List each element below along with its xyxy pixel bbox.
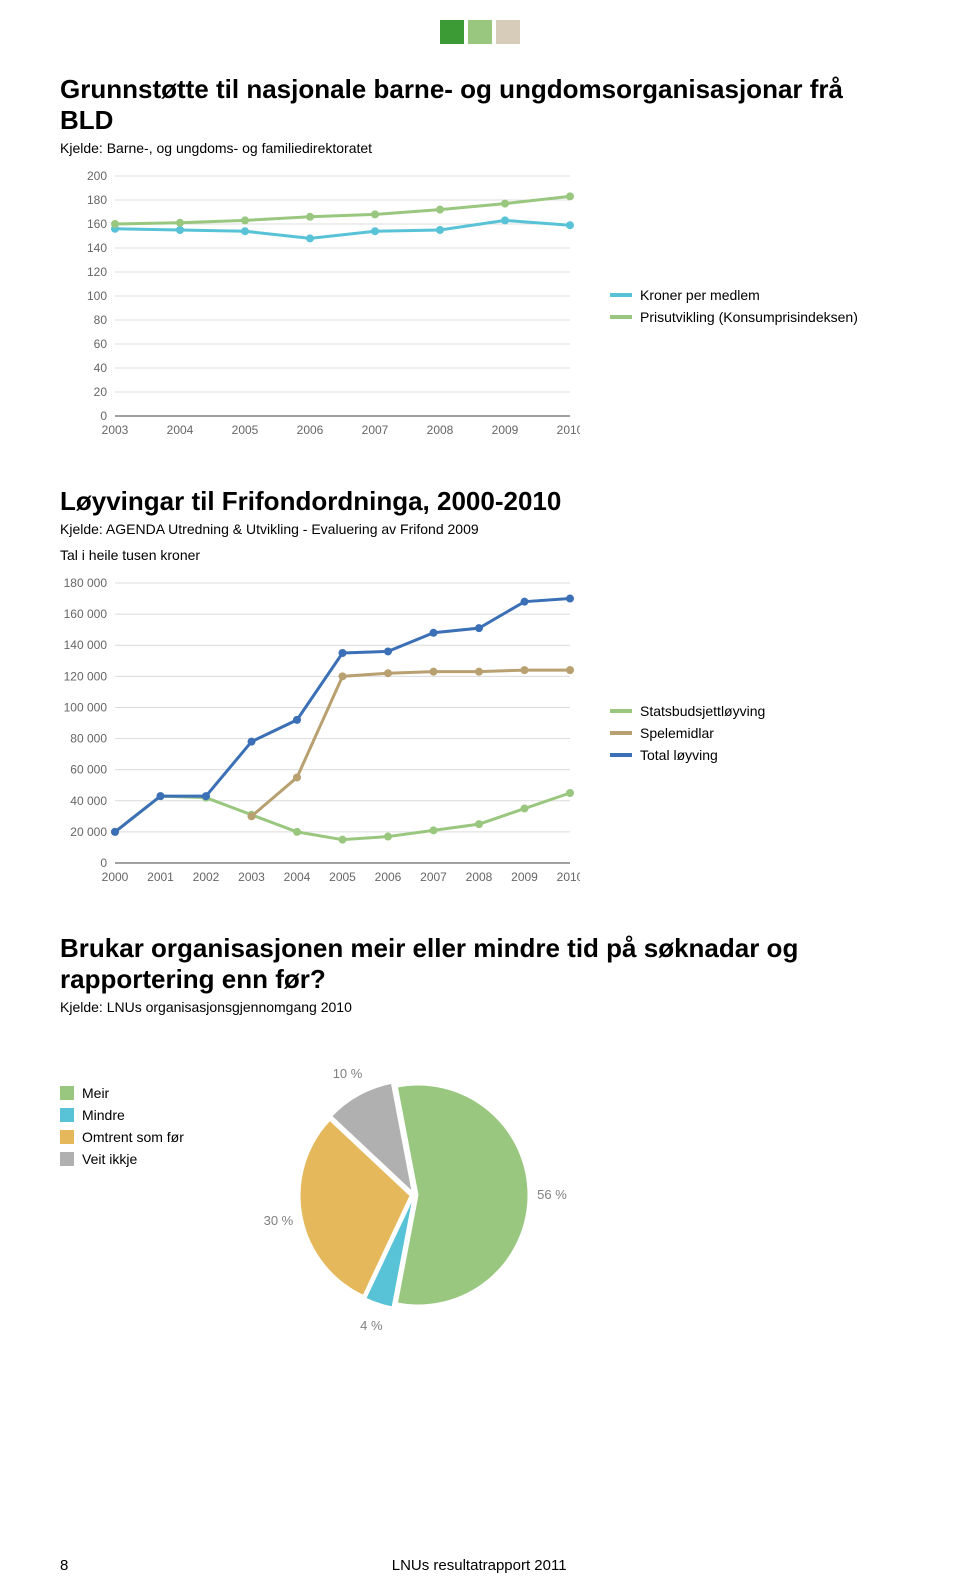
legend-swatch	[610, 709, 632, 713]
svg-text:160 000: 160 000	[64, 607, 108, 621]
legend-swatch	[610, 731, 632, 735]
svg-text:60: 60	[94, 337, 108, 351]
section3-pie-wrap: Meir Mindre Omtrent som før Veit ikkje 56 %…	[60, 1025, 900, 1345]
legend-swatch	[610, 753, 632, 757]
svg-text:2006: 2006	[297, 423, 324, 437]
svg-text:2007: 2007	[420, 870, 447, 884]
section2-note: Tal i heile tusen kroner	[60, 547, 900, 563]
section3-pie-chart: 56 % 4 % 30 % 10 %	[224, 1025, 604, 1345]
square-1	[440, 20, 464, 44]
svg-text:100 000: 100 000	[64, 700, 108, 714]
legend-label: Total løyving	[640, 747, 718, 763]
legend-label: Spelemidlar	[640, 725, 714, 741]
top-decorative-squares	[60, 20, 900, 44]
svg-text:180 000: 180 000	[64, 576, 108, 590]
svg-text:140 000: 140 000	[64, 638, 108, 652]
svg-text:40: 40	[94, 361, 108, 375]
svg-text:20: 20	[94, 385, 108, 399]
page-footer: 8 LNUs resultatrapport 2011	[60, 1557, 900, 1574]
svg-text:2010: 2010	[557, 870, 580, 884]
section3-subtitle: Kjelde: LNUs organisasjonsgjennomgang 20…	[60, 999, 900, 1015]
legend-label: Mindre	[82, 1107, 125, 1123]
section2-legend: Statsbudsjettløyving Spelemidlar Total løy…	[610, 703, 765, 763]
footer-text: LNUs resultatrapport 2011	[392, 1557, 567, 1574]
svg-text:20 000: 20 000	[70, 825, 107, 839]
svg-text:4 %: 4 %	[360, 1318, 383, 1333]
section1-line-chart: 0 20 40 60 80 100 120 140 160 180 200 2003 2004 2005 2…	[60, 166, 580, 446]
svg-text:2003: 2003	[238, 870, 265, 884]
svg-text:100: 100	[87, 289, 107, 303]
section1-title: Grunnstøtte til nasjonale barne- og ungd…	[60, 74, 900, 136]
svg-text:2005: 2005	[232, 423, 259, 437]
svg-text:2009: 2009	[492, 423, 519, 437]
section3-legend: Meir Mindre Omtrent som før Veit ikkje	[60, 1085, 184, 1167]
legend-label: Veit ikkje	[82, 1151, 137, 1167]
legend-item: Prisutvikling (Konsumprisindeksen)	[610, 309, 858, 325]
svg-text:2004: 2004	[284, 870, 311, 884]
svg-text:10 %: 10 %	[333, 1066, 363, 1081]
svg-text:40 000: 40 000	[70, 794, 107, 808]
svg-text:120 000: 120 000	[64, 669, 108, 683]
legend-item: Statsbudsjettløyving	[610, 703, 765, 719]
svg-text:2007: 2007	[362, 423, 389, 437]
section3-title: Brukar organisasjonen meir eller mindre …	[60, 933, 900, 995]
legend-label: Kroner per medlem	[640, 287, 760, 303]
svg-text:60 000: 60 000	[70, 763, 107, 777]
legend-swatch	[60, 1086, 74, 1100]
legend-item: Total løyving	[610, 747, 765, 763]
svg-text:140: 140	[87, 241, 107, 255]
svg-text:2006: 2006	[375, 870, 402, 884]
legend-item: Veit ikkje	[60, 1151, 184, 1167]
svg-text:80: 80	[94, 313, 108, 327]
legend-swatch	[610, 315, 632, 319]
svg-text:2002: 2002	[193, 870, 220, 884]
section1-chart-wrap: 0 20 40 60 80 100 120 140 160 180 200 2003 2004 2005 2…	[60, 166, 900, 446]
legend-item: Spelemidlar	[610, 725, 765, 741]
svg-text:2000: 2000	[102, 870, 129, 884]
section2-title: Løyvingar til Frifondordninga, 2000-2010	[60, 486, 900, 517]
section2-chart-wrap: 0 20 000 40 000 60 000 80 000 100 000 120 000 1…	[60, 573, 900, 893]
svg-text:120: 120	[87, 265, 107, 279]
legend-swatch	[60, 1130, 74, 1144]
legend-label: Prisutvikling (Konsumprisindeksen)	[640, 309, 858, 325]
legend-swatch	[60, 1152, 74, 1166]
legend-swatch	[60, 1108, 74, 1122]
square-3	[496, 20, 520, 44]
svg-text:0: 0	[100, 856, 107, 870]
section1-legend: Kroner per medlem Prisutvikling (Konsumpr…	[610, 287, 858, 325]
svg-text:2004: 2004	[167, 423, 194, 437]
svg-text:2008: 2008	[427, 423, 454, 437]
legend-item: Mindre	[60, 1107, 184, 1123]
svg-text:2008: 2008	[466, 870, 493, 884]
legend-item: Kroner per medlem	[610, 287, 858, 303]
svg-text:180: 180	[87, 193, 107, 207]
square-2	[468, 20, 492, 44]
section1-subtitle: Kjelde: Barne-, og ungdoms- og familiedi…	[60, 140, 900, 156]
svg-text:2005: 2005	[329, 870, 356, 884]
svg-text:2001: 2001	[147, 870, 174, 884]
legend-item: Meir	[60, 1085, 184, 1101]
svg-text:200: 200	[87, 169, 107, 183]
legend-label: Omtrent som før	[82, 1129, 184, 1145]
legend-label: Meir	[82, 1085, 109, 1101]
svg-text:0: 0	[100, 409, 107, 423]
legend-swatch	[610, 293, 632, 297]
svg-text:30 %: 30 %	[264, 1213, 294, 1228]
section2-subtitle: Kjelde: AGENDA Utredning & Utvikling - E…	[60, 521, 900, 537]
svg-text:2009: 2009	[511, 870, 538, 884]
page-number: 8	[60, 1557, 68, 1574]
svg-text:2010: 2010	[557, 423, 580, 437]
svg-text:56 %: 56 %	[537, 1187, 567, 1202]
svg-text:80 000: 80 000	[70, 732, 107, 746]
legend-item: Omtrent som før	[60, 1129, 184, 1145]
legend-label: Statsbudsjettløyving	[640, 703, 765, 719]
svg-text:2003: 2003	[102, 423, 129, 437]
svg-text:160: 160	[87, 217, 107, 231]
section2-line-chart: 0 20 000 40 000 60 000 80 000 100 000 120 000 1…	[60, 573, 580, 893]
